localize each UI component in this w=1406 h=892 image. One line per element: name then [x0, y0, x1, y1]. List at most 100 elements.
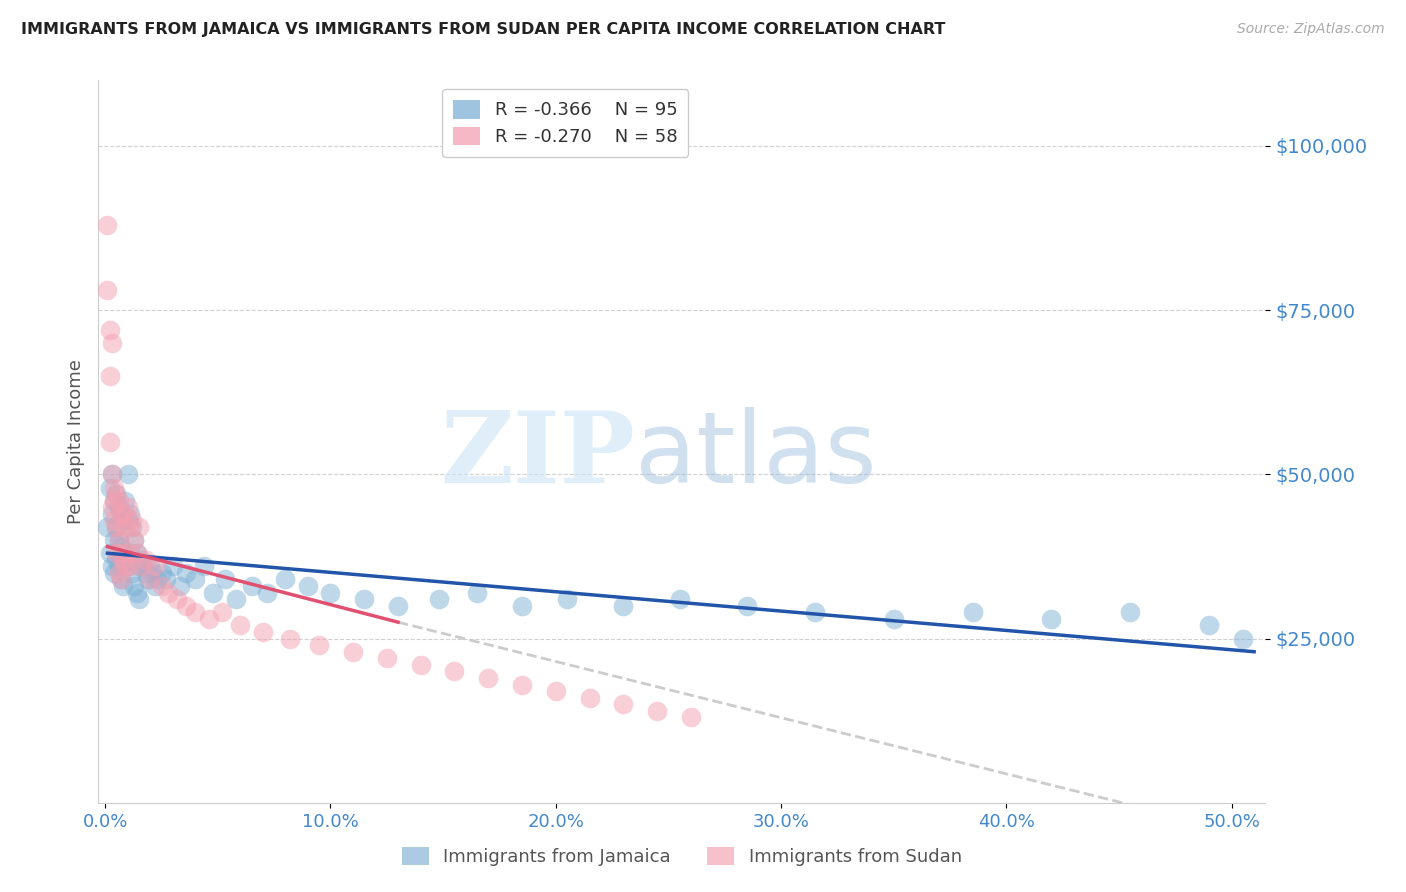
Point [112, 579, 135, 593]
Point [105, 546, 128, 560]
Point [174, 599, 197, 613]
Point [96, 520, 118, 534]
Point [214, 573, 236, 587]
Point [107, 533, 129, 547]
Point [668, 592, 690, 607]
Point [184, 573, 207, 587]
Point [101, 467, 124, 482]
Point [112, 520, 135, 534]
Point [612, 698, 634, 712]
Point [110, 573, 132, 587]
Point [510, 599, 533, 613]
Point [121, 520, 143, 534]
Point [107, 566, 129, 580]
Point [342, 645, 364, 659]
Point [465, 585, 488, 599]
Legend: Immigrants from Jamaica, Immigrants from Sudan: Immigrants from Jamaica, Immigrants from… [395, 839, 969, 873]
Point [409, 657, 432, 672]
Point [240, 579, 263, 593]
Point [139, 573, 162, 587]
Point [105, 520, 128, 534]
Point [121, 566, 143, 580]
Point [962, 605, 984, 619]
Point [125, 585, 148, 599]
Point [107, 559, 129, 574]
Point [117, 513, 139, 527]
Point [98, 546, 121, 560]
Point [101, 500, 124, 515]
Point [135, 553, 157, 567]
Point [124, 533, 146, 547]
Point [125, 546, 148, 560]
Point [107, 500, 129, 515]
Point [1232, 632, 1254, 646]
Point [141, 566, 163, 580]
Point [308, 638, 330, 652]
Point [198, 612, 221, 626]
Point [118, 520, 141, 534]
Point [103, 481, 125, 495]
Point [278, 632, 301, 646]
Point [555, 592, 578, 607]
Point [103, 533, 125, 547]
Point [105, 520, 128, 534]
Point [103, 513, 125, 527]
Point [804, 605, 827, 619]
Point [645, 704, 668, 718]
Point [735, 599, 758, 613]
Point [125, 546, 148, 560]
Point [96, 284, 118, 298]
Point [103, 566, 125, 580]
Point [103, 493, 125, 508]
Point [256, 585, 278, 599]
Point [477, 671, 499, 685]
Point [166, 592, 188, 607]
Point [118, 546, 141, 560]
Point [98, 368, 121, 383]
Point [114, 559, 136, 574]
Point [101, 336, 124, 351]
Point [118, 559, 141, 574]
Point [110, 546, 132, 560]
Point [1198, 618, 1220, 632]
Point [143, 559, 166, 574]
Point [169, 579, 191, 593]
Point [98, 481, 121, 495]
Point [110, 507, 132, 521]
Point [1040, 612, 1063, 626]
Point [101, 507, 124, 521]
Point [118, 507, 141, 521]
Point [679, 710, 702, 724]
Point [128, 520, 150, 534]
Point [510, 677, 533, 691]
Point [155, 573, 177, 587]
Point [150, 566, 173, 580]
Point [297, 579, 319, 593]
Point [139, 559, 162, 574]
Point [132, 559, 155, 574]
Point [128, 592, 150, 607]
Text: IMMIGRANTS FROM JAMAICA VS IMMIGRANTS FROM SUDAN PER CAPITA INCOME CORRELATION C: IMMIGRANTS FROM JAMAICA VS IMMIGRANTS FR… [21, 22, 945, 37]
Y-axis label: Per Capita Income: Per Capita Income [66, 359, 84, 524]
Point [107, 533, 129, 547]
Point [174, 566, 197, 580]
Point [129, 553, 152, 567]
Point [150, 579, 173, 593]
Point [114, 493, 136, 508]
Point [98, 323, 121, 337]
Point [105, 487, 128, 501]
Point [427, 592, 450, 607]
Point [136, 573, 159, 587]
Point [883, 612, 905, 626]
Point [112, 553, 135, 567]
Point [129, 559, 152, 574]
Point [110, 507, 132, 521]
Point [443, 665, 465, 679]
Point [107, 493, 129, 508]
Point [105, 553, 128, 567]
Point [229, 618, 252, 632]
Point [225, 592, 247, 607]
Point [387, 599, 409, 613]
Point [110, 540, 132, 554]
Point [112, 513, 135, 527]
